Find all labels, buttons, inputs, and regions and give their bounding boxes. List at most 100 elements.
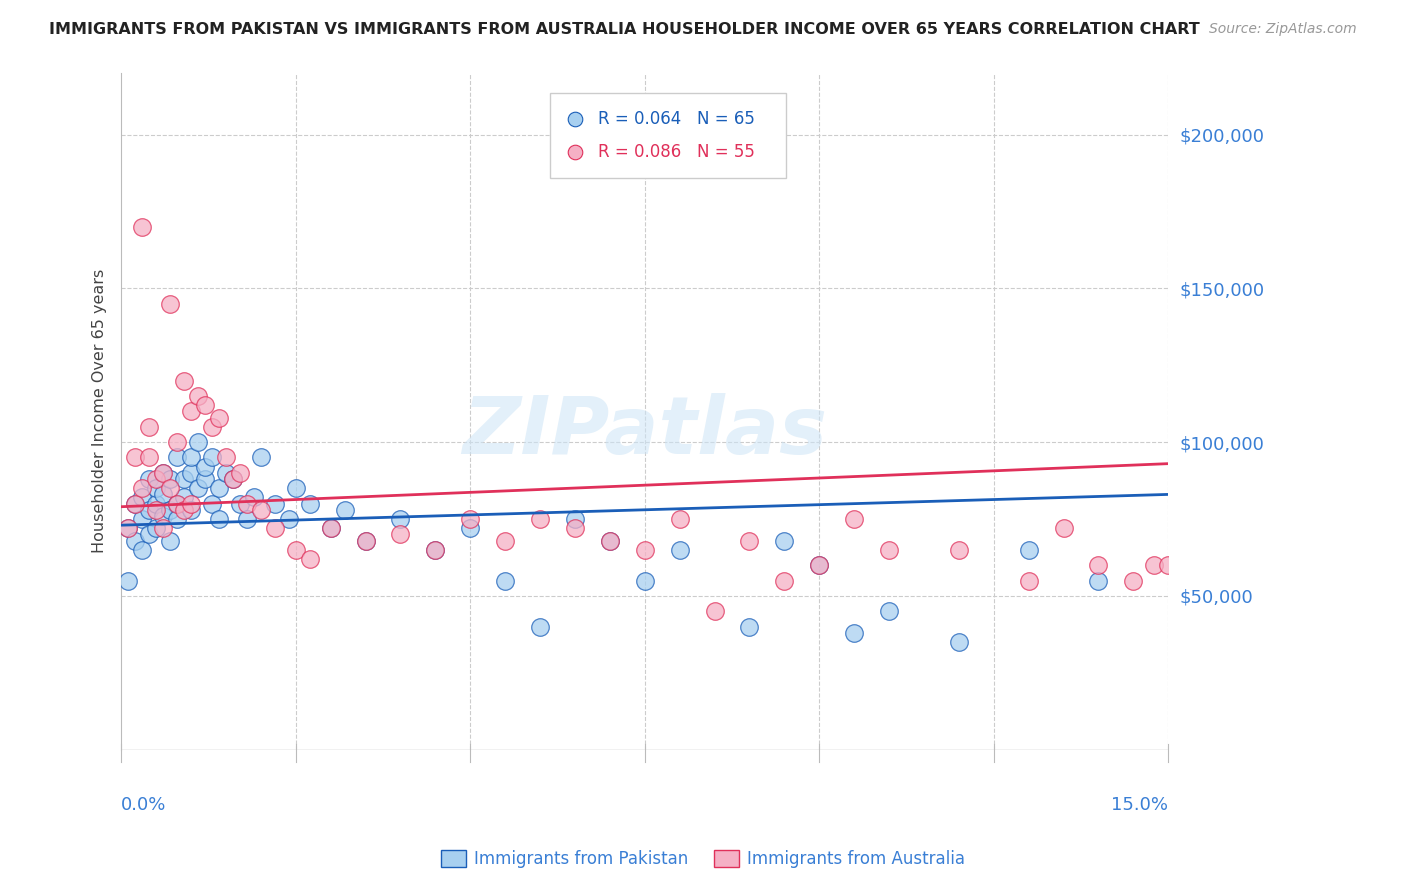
Point	[166, 450, 188, 465]
Point	[458, 521, 481, 535]
Point	[138, 527, 160, 541]
Point	[124, 497, 146, 511]
Point	[298, 552, 321, 566]
Point	[668, 512, 690, 526]
Point	[389, 527, 412, 541]
Point	[877, 542, 900, 557]
Point	[117, 521, 139, 535]
Point	[159, 533, 181, 548]
Point	[145, 521, 167, 535]
Point	[159, 472, 181, 486]
Point	[703, 604, 725, 618]
Point	[738, 620, 761, 634]
Point	[877, 604, 900, 618]
Point	[1143, 558, 1166, 573]
Point	[236, 512, 259, 526]
Point	[354, 533, 377, 548]
Point	[250, 503, 273, 517]
Point	[494, 533, 516, 548]
Point	[138, 419, 160, 434]
Point	[842, 625, 865, 640]
Point	[425, 542, 447, 557]
Point	[117, 521, 139, 535]
Point	[138, 472, 160, 486]
Point	[152, 521, 174, 535]
Point	[159, 481, 181, 495]
Point	[131, 481, 153, 495]
Point	[187, 481, 209, 495]
Point	[243, 491, 266, 505]
Point	[1018, 574, 1040, 588]
Point	[173, 503, 195, 517]
Point	[138, 503, 160, 517]
Y-axis label: Householder Income Over 65 years: Householder Income Over 65 years	[93, 269, 107, 553]
Point	[389, 512, 412, 526]
Point	[529, 620, 551, 634]
Point	[166, 512, 188, 526]
Point	[1052, 521, 1074, 535]
Point	[187, 389, 209, 403]
Point	[263, 497, 285, 511]
Point	[773, 574, 796, 588]
Point	[145, 497, 167, 511]
Point	[564, 521, 586, 535]
Point	[634, 542, 657, 557]
Point	[194, 398, 217, 412]
Point	[215, 450, 238, 465]
Point	[208, 481, 231, 495]
Point	[180, 450, 202, 465]
Point	[333, 503, 356, 517]
Point	[284, 481, 307, 495]
Point	[166, 497, 188, 511]
Point	[152, 466, 174, 480]
Point	[124, 450, 146, 465]
Point	[131, 219, 153, 234]
Point	[599, 533, 621, 548]
Point	[634, 574, 657, 588]
Point	[201, 450, 224, 465]
Point	[319, 521, 342, 535]
Point	[284, 542, 307, 557]
Point	[668, 542, 690, 557]
Point	[808, 558, 831, 573]
Point	[194, 472, 217, 486]
Point	[1018, 542, 1040, 557]
Point	[1087, 574, 1109, 588]
Point	[152, 508, 174, 523]
Point	[180, 404, 202, 418]
Point	[236, 497, 259, 511]
Point	[842, 512, 865, 526]
Point	[354, 533, 377, 548]
Legend: Immigrants from Pakistan, Immigrants from Australia: Immigrants from Pakistan, Immigrants fro…	[434, 843, 972, 875]
Point	[117, 574, 139, 588]
Point	[529, 512, 551, 526]
Point	[229, 497, 252, 511]
Point	[222, 472, 245, 486]
Point	[215, 466, 238, 480]
Text: 0.0%: 0.0%	[121, 796, 166, 814]
Point	[152, 466, 174, 480]
Point	[145, 503, 167, 517]
Point	[180, 466, 202, 480]
Point	[1157, 558, 1180, 573]
Point	[208, 512, 231, 526]
Point	[738, 533, 761, 548]
Text: ZIPatlas: ZIPatlas	[463, 392, 827, 471]
Text: 15.0%: 15.0%	[1111, 796, 1168, 814]
Point	[564, 512, 586, 526]
Point	[166, 435, 188, 450]
Point	[773, 533, 796, 548]
Point	[124, 497, 146, 511]
Point	[599, 533, 621, 548]
Point	[194, 459, 217, 474]
Point	[173, 472, 195, 486]
Point	[180, 497, 202, 511]
Point	[1122, 574, 1144, 588]
Point	[425, 542, 447, 557]
Point	[159, 503, 181, 517]
Point	[494, 574, 516, 588]
Point	[166, 497, 188, 511]
Point	[948, 635, 970, 649]
Point	[250, 450, 273, 465]
Text: R = 0.064   N = 65: R = 0.064 N = 65	[598, 110, 755, 128]
